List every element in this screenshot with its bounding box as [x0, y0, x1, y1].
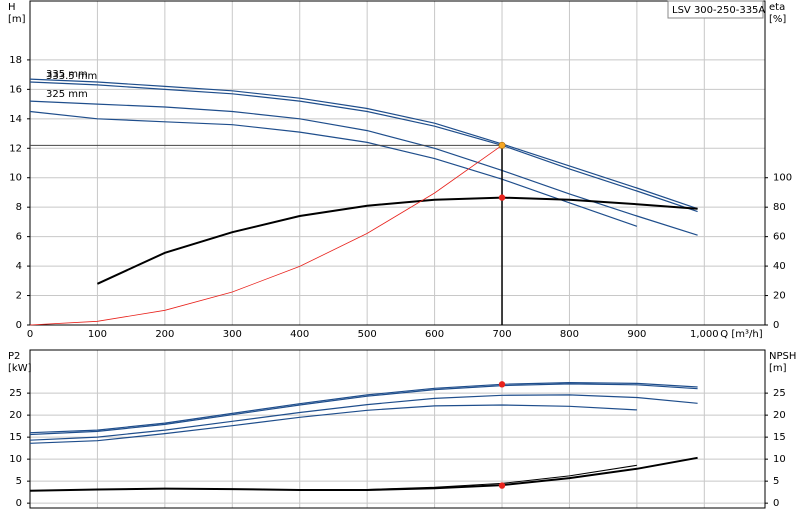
y-tick-label: 2	[16, 291, 22, 302]
y-tick-label: 0	[16, 498, 22, 509]
y2-tick-label: 60	[773, 232, 786, 243]
y2-tick-label: 0	[773, 498, 779, 509]
y-axis-unit: [m]	[8, 14, 26, 25]
y2-tick-label: 40	[773, 261, 786, 272]
y2-tick-label: 0	[773, 320, 779, 331]
curve	[29, 78, 698, 210]
curve	[29, 394, 698, 441]
duty-point	[498, 141, 506, 149]
duty-point	[498, 194, 506, 201]
y-axis-label: H	[8, 2, 16, 13]
duty-point	[498, 381, 506, 388]
curve	[29, 381, 698, 434]
model-label: LSV 300-250-335A	[672, 5, 765, 16]
x-tick-label: 400	[290, 329, 309, 340]
curve	[29, 464, 637, 492]
y-tick-label: 10	[9, 454, 22, 465]
curve	[29, 81, 698, 213]
y-tick-label: 12	[9, 143, 22, 154]
x-tick-label: 100	[88, 329, 107, 340]
y-tick-label: 16	[9, 84, 22, 95]
y2-tick-label: 15	[773, 432, 786, 443]
y2-tick-label: 100	[773, 173, 792, 184]
x-tick-label: 200	[155, 329, 174, 340]
curve	[29, 110, 638, 227]
y2-axis-label: eta	[769, 2, 785, 13]
y-axis-label: P2	[8, 351, 20, 362]
y2-axis-label: NPSH	[769, 351, 796, 362]
y-tick-label: 15	[9, 432, 22, 443]
y2-tick-label: 80	[773, 202, 786, 213]
curve	[29, 144, 503, 326]
y-tick-label: 25	[9, 388, 22, 399]
x-axis-label: Q [m³/h]	[720, 329, 762, 340]
y-tick-label: 4	[16, 261, 22, 272]
y-tick-label: 6	[16, 232, 22, 243]
model-box	[667, 0, 764, 19]
y-tick-label: 14	[9, 114, 22, 125]
curve-label: 333.5 mm	[46, 71, 97, 82]
curve	[96, 196, 698, 285]
x-tick-label: 1,000	[690, 329, 719, 340]
x-tick-label: 800	[560, 329, 579, 340]
plot-frame	[29, 0, 766, 326]
y-tick-label: 20	[9, 410, 22, 421]
x-tick-label: 900	[627, 329, 646, 340]
y2-tick-label: 20	[773, 410, 786, 421]
y2-axis-unit: [m]	[769, 363, 787, 374]
plot-frame	[29, 349, 766, 509]
curve	[29, 456, 698, 492]
y-tick-label: 8	[16, 202, 22, 213]
y2-tick-label: 25	[773, 388, 786, 399]
y-tick-label: 18	[9, 55, 22, 66]
x-tick-label: 600	[425, 329, 444, 340]
x-tick-label: 700	[492, 329, 511, 340]
y-tick-label: 10	[9, 173, 22, 184]
x-tick-label: 0	[27, 329, 33, 340]
curve	[29, 404, 637, 444]
x-tick-label: 500	[358, 329, 377, 340]
x-tick-label: 300	[223, 329, 242, 340]
y2-tick-label: 10	[773, 454, 786, 465]
y2-tick-label: 20	[773, 291, 786, 302]
y-tick-label: 0	[16, 320, 22, 331]
y2-axis-unit: [%]	[769, 14, 786, 25]
curve	[29, 100, 698, 236]
duty-point	[498, 482, 506, 489]
y-axis-unit: [kW]	[8, 363, 32, 374]
curve-label: 325 mm	[46, 89, 88, 100]
curve-label: 335 mm	[46, 69, 88, 80]
curve	[29, 383, 698, 436]
y-tick-label: 5	[16, 476, 22, 487]
y2-tick-label: 5	[773, 476, 779, 487]
